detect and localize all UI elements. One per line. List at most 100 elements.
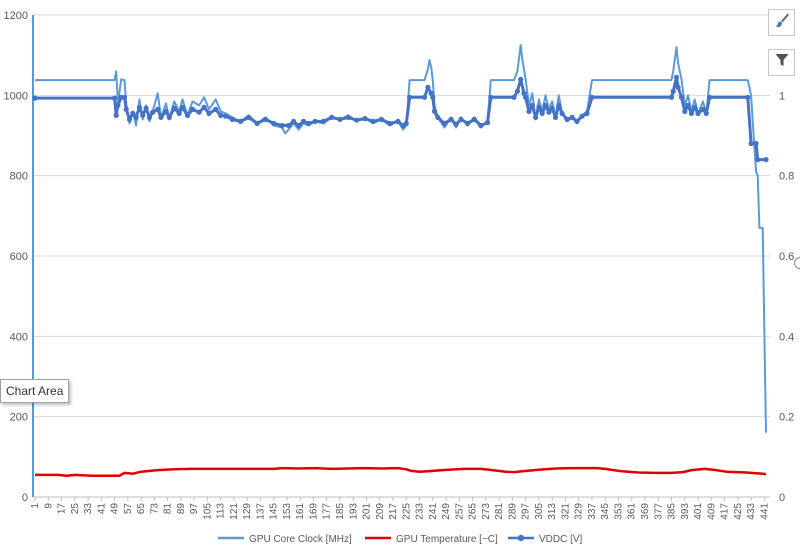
series-point <box>678 94 685 100</box>
series-point <box>229 116 235 122</box>
x-tick-label: 153 <box>282 503 293 520</box>
series-line-2[interactable] <box>35 466 767 477</box>
series-line-1[interactable] <box>35 44 767 433</box>
series-point <box>196 109 202 115</box>
series-point <box>471 116 477 122</box>
x-tick-label: 113 <box>216 503 227 519</box>
series-point <box>296 122 302 129</box>
x-tick-label: 121 <box>229 503 240 520</box>
x-tick-label: 129 <box>242 503 253 520</box>
series-point <box>682 108 688 114</box>
series-point <box>542 102 549 108</box>
series-point <box>559 110 565 116</box>
x-tick-label: 217 <box>388 503 399 520</box>
series-point <box>579 113 585 119</box>
series-point <box>533 114 539 120</box>
series-point <box>329 114 335 120</box>
series-point <box>569 114 575 120</box>
series-point <box>552 114 559 120</box>
legend-label: GPU Core Clock [MHz] <box>249 534 352 545</box>
chart-filters-button[interactable] <box>768 49 795 76</box>
series-point <box>748 140 754 147</box>
series-point <box>300 118 307 124</box>
right-tick-label: 0.6 <box>779 251 794 263</box>
x-tick-label: 185 <box>335 503 346 520</box>
x-tick-label: 169 <box>308 503 319 520</box>
x-tick-label: 177 <box>322 503 333 520</box>
right-tick-label: 0.8 <box>779 171 794 183</box>
funnel-icon <box>774 52 790 73</box>
series-point <box>763 157 769 163</box>
series-point <box>362 116 368 122</box>
x-tick-label: 313 <box>547 503 558 520</box>
x-tick-label: 409 <box>706 503 717 520</box>
series-point <box>673 74 680 80</box>
series-point <box>526 108 532 114</box>
series-line-3[interactable] <box>35 75 766 162</box>
x-tick-label: 25 <box>70 503 81 515</box>
series-point <box>425 84 431 90</box>
x-tick-label: 201 <box>362 503 373 520</box>
series-point <box>755 157 761 163</box>
series-point <box>286 122 292 129</box>
series-point <box>430 94 436 100</box>
series-point <box>246 114 252 120</box>
x-tick-label: 297 <box>521 503 532 520</box>
x-tick-label: 81 <box>163 503 174 515</box>
series-point <box>584 110 590 116</box>
series-point <box>435 114 441 120</box>
legend-label: GPU Temperature [~C] <box>396 534 498 545</box>
series-point <box>511 94 517 100</box>
series-point <box>484 120 491 126</box>
series-point <box>745 94 751 100</box>
series-point <box>223 113 229 119</box>
series-point <box>458 116 464 122</box>
left-tick-label: 1000 <box>4 90 28 102</box>
series-point <box>320 118 326 124</box>
right-tick-label: 1 <box>779 90 785 102</box>
series-point <box>171 105 177 111</box>
left-tick-label: 200 <box>10 412 28 424</box>
x-tick-label: 97 <box>189 503 200 515</box>
x-tick-label: 209 <box>375 503 386 520</box>
series-point <box>370 118 376 124</box>
gridlines <box>33 14 770 418</box>
series-point <box>32 95 38 101</box>
resize-handle[interactable] <box>794 257 800 269</box>
x-tick-label: 361 <box>627 503 638 520</box>
x-tick-label: 33 <box>83 503 94 515</box>
series-point <box>206 110 212 116</box>
series-point <box>448 116 454 122</box>
series-point <box>700 106 706 112</box>
x-tick-label: 9 <box>43 503 54 509</box>
series-point <box>518 76 524 82</box>
legend[interactable]: GPU Core Clock [MHz] GPU Temperature [~C]… <box>218 534 583 545</box>
x-tick-label: 105 <box>202 503 213 520</box>
series-point <box>237 118 244 124</box>
series-point <box>291 118 297 124</box>
series-point <box>703 110 709 116</box>
series-point <box>143 105 149 111</box>
legend-marker <box>517 534 525 542</box>
series-point <box>166 114 172 120</box>
x-tick-label: 305 <box>534 503 545 520</box>
series-point <box>176 110 182 116</box>
x-tick-label: 345 <box>600 503 611 520</box>
series-point <box>254 120 260 126</box>
x-tick-label: 281 <box>494 503 505 520</box>
series-point <box>685 102 691 108</box>
series-point <box>279 122 285 129</box>
x-tick-label: 441 <box>759 503 770 520</box>
series-point <box>407 94 413 100</box>
x-tick-label: 337 <box>587 503 598 520</box>
x-tick-label: 393 <box>680 503 691 520</box>
series-point <box>675 84 681 90</box>
chart-styles-button[interactable] <box>768 9 795 36</box>
series-point <box>403 120 409 126</box>
left-tick-label: 400 <box>10 331 28 343</box>
series-point <box>133 114 139 120</box>
paintbrush-icon <box>774 12 790 33</box>
right-axis-ticks: 0 0.2 0.4 0.6 0.8 1 <box>779 90 794 504</box>
series-point <box>564 116 570 122</box>
